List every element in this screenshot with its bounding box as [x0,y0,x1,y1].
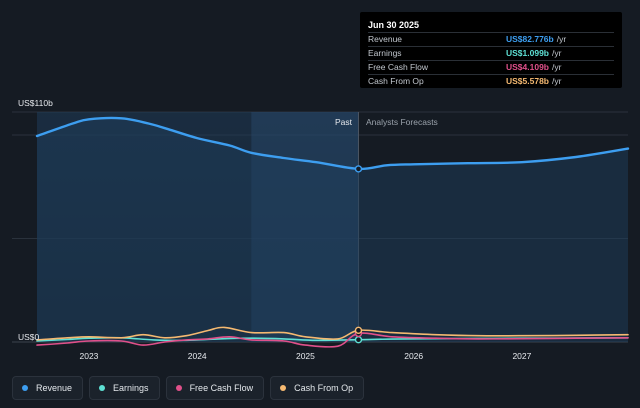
series-line-revenue [35,116,630,171]
x-tick-label: 2023 [79,351,98,361]
tooltip-value: US$82.776b [506,34,554,44]
series-lines [35,116,630,348]
tooltip-unit: /yr [552,76,562,86]
tooltip-value: US$4.109b [506,62,549,72]
legend-item-earnings[interactable]: Earnings [89,376,160,400]
legend-dot-icon [175,385,182,391]
x-tick-label: 2024 [188,351,207,361]
legend-label: Revenue [36,383,73,393]
revenue-area [37,118,628,343]
marker-earnings [354,336,363,344]
legend-dot-icon [22,385,28,391]
series-line-free-cash-flow [36,332,629,348]
tooltip-row-cash-from-op: Cash From Op US$5.578b /yr [368,74,614,88]
tooltip-date: Jun 30 2025 [368,20,420,30]
tooltip-row-earnings: Earnings US$1.099b /yr [368,46,614,60]
legend-dot-icon [280,385,287,391]
marker-cash-from-op [354,326,363,335]
forecast-label: Analysts Forecasts [366,117,438,127]
legend-dot-icon [99,385,106,391]
legend-label: Free Cash Flow [189,383,254,393]
chart-legend: Revenue Earnings Free Cash Flow Cash Fro… [12,376,365,400]
x-tick-label: 2027 [512,351,531,361]
tooltip-label: Free Cash Flow [368,62,428,72]
tooltip-row-free-cash-flow: Free Cash Flow US$4.109b /yr [368,60,614,74]
tooltip-unit: /yr [556,34,567,44]
x-tick-label: 2025 [296,351,315,361]
legend-label: Earnings [113,383,149,393]
tooltip-label: Earnings [368,48,402,58]
y-axis-zero-label: US$0 [18,332,40,342]
marker-revenue [354,165,363,173]
x-tick-label: 2026 [404,351,423,361]
legend-item-free-cash-flow[interactable]: Free Cash Flow [165,376,265,400]
legend-item-cash-from-op[interactable]: Cash From Op [270,376,365,400]
y-axis-top-label: US$110b [18,98,53,108]
past-label: Past [335,117,353,127]
hover-markers [354,165,363,344]
tooltip-label: Cash From Op [368,76,424,86]
legend-item-revenue[interactable]: Revenue [12,376,84,400]
tooltip-value: US$5.578b [506,76,549,86]
x-axis-ticks: 2023 2024 2025 2026 2027 [79,351,531,361]
legend-label: Cash From Op [294,383,354,393]
tooltip-value: US$1.099b [506,48,549,58]
tooltip-unit: /yr [552,48,562,58]
tooltip-label: Revenue [368,34,403,44]
revenue-area-fill [37,118,628,343]
series-line-cash-from-op [36,326,629,341]
tooltip-unit: /yr [552,62,562,72]
hover-tooltip: Jun 30 2025 Revenue US$82.776b /yr Earni… [360,12,622,88]
tooltip-row-revenue: Revenue US$82.776b /yr [368,32,614,46]
